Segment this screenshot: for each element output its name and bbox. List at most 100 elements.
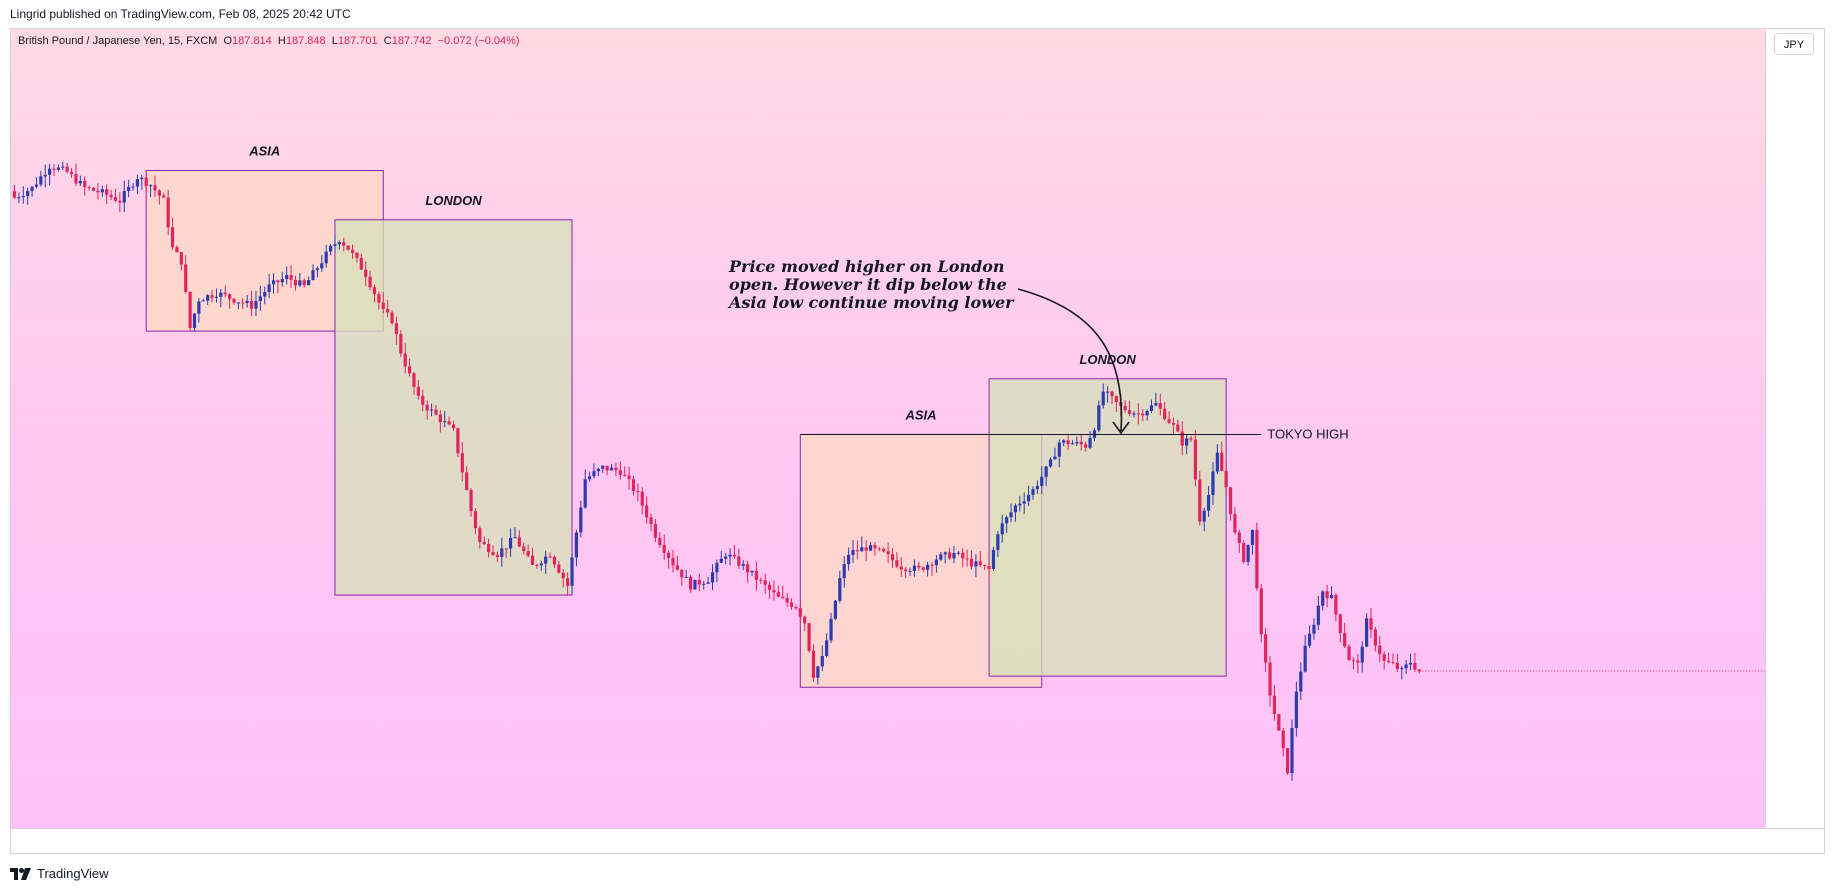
chart-frame[interactable]: ASIA LONDON ASIA LONDON TOKYO HIGH Price mov… bbox=[10, 28, 1825, 854]
candle-body bbox=[1136, 413, 1140, 415]
candle-body bbox=[956, 552, 960, 554]
candle-body bbox=[618, 470, 622, 475]
candle-body bbox=[1044, 466, 1048, 477]
candle-body bbox=[1272, 695, 1277, 715]
candle-body bbox=[763, 580, 767, 585]
candle-body bbox=[570, 557, 574, 586]
time-axis[interactable] bbox=[11, 828, 1824, 853]
candle-body bbox=[1338, 614, 1342, 634]
price-axis[interactable] bbox=[1765, 29, 1824, 828]
candle-body bbox=[478, 528, 482, 543]
candle-body bbox=[1189, 438, 1193, 440]
candle-body bbox=[991, 549, 996, 569]
candle-body bbox=[890, 554, 895, 561]
candle-body bbox=[1154, 403, 1158, 406]
candle-body bbox=[425, 404, 429, 411]
candle-body bbox=[30, 186, 34, 192]
currency-button[interactable]: JPY bbox=[1774, 33, 1814, 55]
candle-body bbox=[873, 545, 877, 549]
candle-body bbox=[1193, 439, 1198, 480]
candle-body bbox=[83, 180, 87, 188]
candle-body bbox=[526, 551, 530, 556]
candle-body bbox=[412, 373, 416, 387]
legend-close: 187.742 bbox=[391, 35, 432, 47]
candle-body bbox=[978, 561, 982, 566]
candle-body bbox=[750, 570, 754, 573]
candle-body bbox=[539, 563, 543, 566]
candle-body bbox=[807, 623, 811, 651]
candle-body bbox=[983, 565, 987, 567]
candle-body bbox=[166, 197, 170, 228]
candle-body bbox=[737, 556, 741, 566]
candle-body bbox=[1180, 431, 1184, 446]
session-label: LONDON bbox=[1079, 352, 1136, 367]
candle-body bbox=[311, 270, 315, 280]
candle-body bbox=[1303, 645, 1307, 672]
candle-body bbox=[548, 556, 552, 558]
candle-body bbox=[899, 566, 903, 570]
candle-body bbox=[833, 600, 838, 619]
candle-body bbox=[566, 578, 570, 586]
candle-body bbox=[210, 295, 214, 298]
candle-body bbox=[1206, 495, 1211, 511]
candle-body bbox=[1211, 471, 1215, 496]
candle-body bbox=[952, 553, 956, 559]
candle-body bbox=[544, 556, 548, 564]
symbol-legend: British Pound / Japanese Yen, 15, FXCM O… bbox=[18, 35, 520, 47]
candle-body bbox=[1013, 505, 1018, 513]
candle-body bbox=[359, 257, 363, 270]
candle-body bbox=[917, 565, 921, 568]
candle-body bbox=[1242, 542, 1246, 562]
candle-body bbox=[157, 190, 161, 196]
legend-symbol: British Pound / Japanese Yen, 15, FXCM bbox=[18, 35, 218, 47]
candle-body bbox=[74, 173, 78, 184]
candle-body bbox=[961, 552, 965, 559]
legend-close-label: C bbox=[383, 35, 392, 47]
candle-body bbox=[1198, 479, 1202, 522]
candle-body bbox=[522, 546, 526, 552]
candle-body bbox=[759, 579, 763, 581]
candle-body bbox=[236, 302, 240, 304]
candle-body bbox=[495, 554, 499, 557]
candle-body bbox=[1268, 662, 1272, 696]
candle-body bbox=[1101, 391, 1105, 406]
candle-body bbox=[399, 334, 403, 354]
plot-background[interactable] bbox=[11, 29, 1765, 828]
candle-body bbox=[645, 505, 649, 518]
candle-body bbox=[847, 554, 851, 565]
candle-body bbox=[934, 559, 938, 566]
annotation-arrow bbox=[1017, 288, 1123, 432]
candle-body bbox=[623, 474, 627, 476]
candle-body bbox=[904, 569, 908, 572]
candle-body bbox=[1040, 476, 1044, 486]
candle-body bbox=[1386, 660, 1391, 663]
brand-label: TradingView bbox=[37, 866, 109, 881]
candle-body bbox=[1224, 470, 1228, 488]
candle-body bbox=[921, 567, 925, 570]
candle-body bbox=[293, 279, 298, 286]
candle-body bbox=[587, 476, 592, 480]
candle-body bbox=[232, 298, 236, 303]
candle-body bbox=[1097, 405, 1101, 431]
candle-body bbox=[877, 548, 881, 550]
candle-body bbox=[153, 185, 157, 191]
candle-body bbox=[754, 570, 759, 580]
tradingview-footer[interactable]: TradingView bbox=[10, 866, 109, 881]
legend-open-label: O bbox=[223, 35, 233, 47]
candle-body bbox=[535, 564, 539, 566]
candle-body bbox=[838, 578, 842, 601]
candle-body bbox=[267, 284, 271, 293]
candle-body bbox=[127, 186, 131, 192]
candle-body bbox=[487, 544, 491, 553]
candle-body bbox=[868, 545, 873, 551]
candle-body bbox=[228, 294, 232, 299]
candle-body bbox=[640, 491, 644, 506]
publisher-info: Lingrid published on TradingView.com, Fe… bbox=[10, 7, 351, 21]
candle-body bbox=[1079, 441, 1083, 445]
candle-body bbox=[429, 409, 434, 411]
candle-body bbox=[803, 616, 807, 624]
candle-body bbox=[333, 244, 337, 246]
candle-body bbox=[188, 291, 192, 328]
candlestick-chart[interactable]: ASIA LONDON ASIA LONDON TOKYO HIGH Price mov… bbox=[11, 29, 1825, 854]
candle-body bbox=[368, 276, 372, 288]
